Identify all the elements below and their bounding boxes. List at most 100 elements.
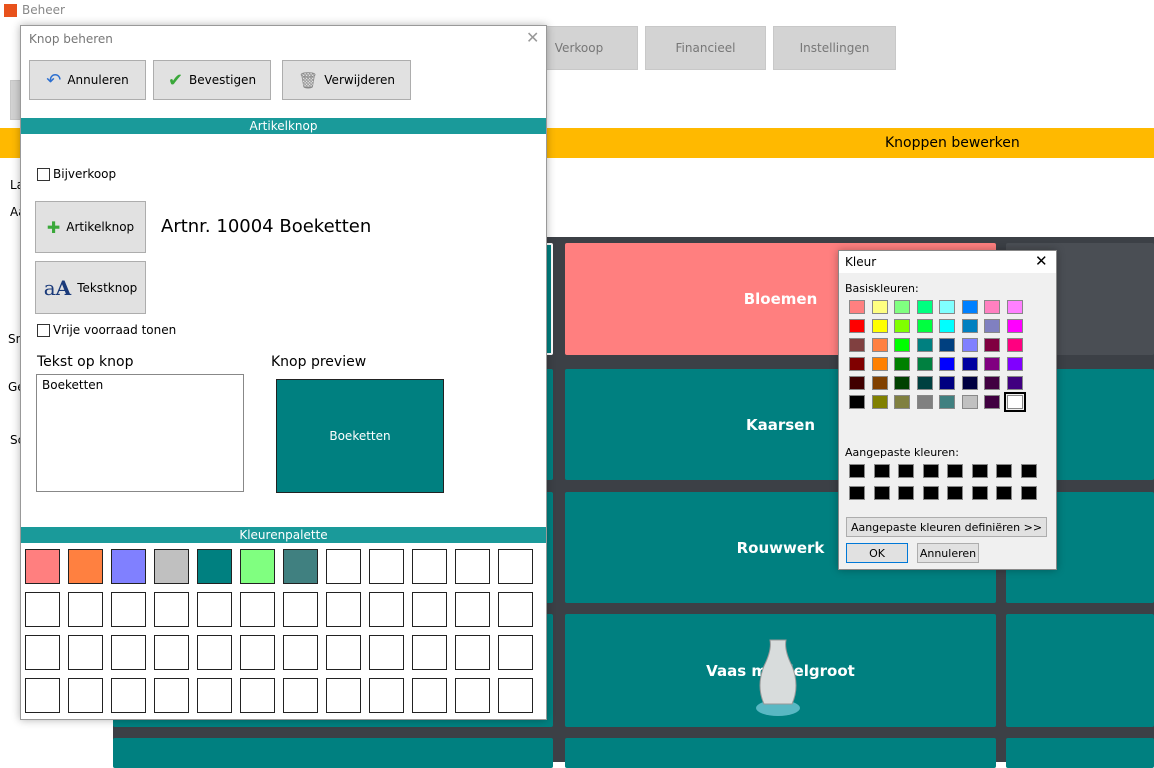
- tile[interactable]: [565, 738, 996, 768]
- basic-swatch[interactable]: [916, 395, 933, 409]
- palette-cell[interactable]: [25, 678, 60, 713]
- palette-cell[interactable]: [25, 592, 60, 627]
- article-button[interactable]: ✚ Artikelknop: [35, 201, 146, 253]
- basic-swatch[interactable]: [894, 300, 910, 314]
- palette-cell[interactable]: [197, 549, 232, 584]
- palette-cell[interactable]: [412, 549, 447, 584]
- delete-button[interactable]: 🗑 Verwijderen: [282, 60, 411, 100]
- basic-swatch[interactable]: [849, 319, 865, 333]
- palette-cell[interactable]: [498, 592, 533, 627]
- palette-cell[interactable]: [455, 549, 490, 584]
- basic-swatch[interactable]: [894, 338, 910, 352]
- basic-swatch[interactable]: [984, 300, 1000, 314]
- palette-cell[interactable]: [240, 549, 275, 584]
- basic-swatch[interactable]: [1003, 392, 1026, 412]
- basic-swatch[interactable]: [984, 319, 1000, 333]
- palette-cell[interactable]: [498, 549, 533, 584]
- basic-swatch[interactable]: [961, 376, 978, 390]
- palette-cell[interactable]: [154, 592, 189, 627]
- basic-swatch[interactable]: [916, 319, 933, 333]
- palette-cell[interactable]: [68, 678, 103, 713]
- palette-cell[interactable]: [240, 635, 275, 670]
- palette-cell[interactable]: [154, 678, 189, 713]
- palette-cell[interactable]: [197, 635, 232, 670]
- basic-swatch[interactable]: [849, 357, 865, 371]
- basic-swatch[interactable]: [894, 319, 910, 333]
- custom-swatch[interactable]: [849, 464, 865, 478]
- palette-cell[interactable]: [111, 549, 146, 584]
- palette-cell[interactable]: [326, 635, 361, 670]
- cancel-button[interactable]: Annuleren: [917, 543, 979, 563]
- basic-swatch[interactable]: [939, 338, 955, 352]
- tile[interactable]: [1006, 738, 1154, 768]
- tab[interactable]: Instellingen: [773, 26, 896, 70]
- palette-cell[interactable]: [240, 678, 275, 713]
- custom-swatch[interactable]: [947, 464, 963, 478]
- palette-cell[interactable]: [369, 678, 404, 713]
- palette-cell[interactable]: [283, 678, 318, 713]
- custom-swatch[interactable]: [873, 486, 890, 500]
- basic-swatch[interactable]: [961, 338, 978, 352]
- basic-swatch[interactable]: [961, 395, 978, 409]
- basic-swatch[interactable]: [1006, 300, 1023, 314]
- checkbox[interactable]: Vrije voorraad tonen: [37, 323, 176, 337]
- custom-swatch[interactable]: [873, 464, 890, 478]
- palette-cell[interactable]: [455, 678, 490, 713]
- palette-cell[interactable]: [283, 549, 318, 584]
- basic-swatch[interactable]: [916, 300, 933, 314]
- palette-cell[interactable]: [326, 592, 361, 627]
- palette-cell[interactable]: [25, 549, 60, 584]
- basic-swatch[interactable]: [871, 376, 888, 390]
- basic-swatch[interactable]: [939, 300, 955, 314]
- basic-swatch[interactable]: [871, 338, 888, 352]
- palette-cell[interactable]: [283, 592, 318, 627]
- palette-cell[interactable]: [455, 592, 490, 627]
- basic-swatch[interactable]: [939, 319, 955, 333]
- basic-swatch[interactable]: [894, 395, 910, 409]
- close-button[interactable]: ✕: [1035, 252, 1048, 270]
- basic-swatch[interactable]: [939, 376, 955, 390]
- basic-swatch[interactable]: [849, 395, 865, 409]
- confirm-button[interactable]: ✔ Bevestigen: [153, 60, 271, 100]
- basic-swatch[interactable]: [849, 338, 865, 352]
- basic-swatch[interactable]: [871, 319, 888, 333]
- cancel-button[interactable]: ↶ Annuleren: [29, 60, 146, 100]
- basic-swatch[interactable]: [871, 395, 888, 409]
- ok-button[interactable]: OK: [846, 543, 908, 563]
- custom-swatch[interactable]: [849, 486, 865, 500]
- palette-cell[interactable]: [25, 635, 60, 670]
- tile[interactable]: [1006, 614, 1154, 727]
- basic-swatch[interactable]: [984, 395, 1000, 409]
- palette-cell[interactable]: [197, 592, 232, 627]
- palette-cell[interactable]: [154, 635, 189, 670]
- basic-swatch[interactable]: [961, 300, 978, 314]
- palette-cell[interactable]: [412, 635, 447, 670]
- basic-swatch[interactable]: [916, 376, 933, 390]
- basic-swatch[interactable]: [849, 376, 865, 390]
- palette-cell[interactable]: [68, 592, 103, 627]
- text-input[interactable]: Boeketten: [36, 374, 244, 492]
- palette-cell[interactable]: [326, 678, 361, 713]
- custom-swatch[interactable]: [922, 464, 939, 478]
- custom-swatch[interactable]: [996, 464, 1012, 478]
- basic-swatch[interactable]: [961, 357, 978, 371]
- custom-swatch[interactable]: [922, 486, 939, 500]
- basic-swatch[interactable]: [894, 376, 910, 390]
- palette-cell[interactable]: [498, 678, 533, 713]
- basic-swatch[interactable]: [1006, 319, 1023, 333]
- basic-swatch[interactable]: [871, 300, 888, 314]
- basic-swatch[interactable]: [871, 357, 888, 371]
- palette-cell[interactable]: [111, 592, 146, 627]
- custom-swatch[interactable]: [971, 486, 988, 500]
- basic-swatch[interactable]: [984, 338, 1000, 352]
- basic-swatch[interactable]: [984, 376, 1000, 390]
- palette-cell[interactable]: [283, 635, 318, 670]
- palette-cell[interactable]: [240, 592, 275, 627]
- custom-swatch[interactable]: [971, 464, 988, 478]
- basic-swatch[interactable]: [916, 357, 933, 371]
- custom-swatch[interactable]: [996, 486, 1012, 500]
- palette-cell[interactable]: [412, 592, 447, 627]
- checkbox[interactable]: Bijverkoop: [37, 167, 116, 181]
- palette-cell[interactable]: [111, 635, 146, 670]
- palette-cell[interactable]: [412, 678, 447, 713]
